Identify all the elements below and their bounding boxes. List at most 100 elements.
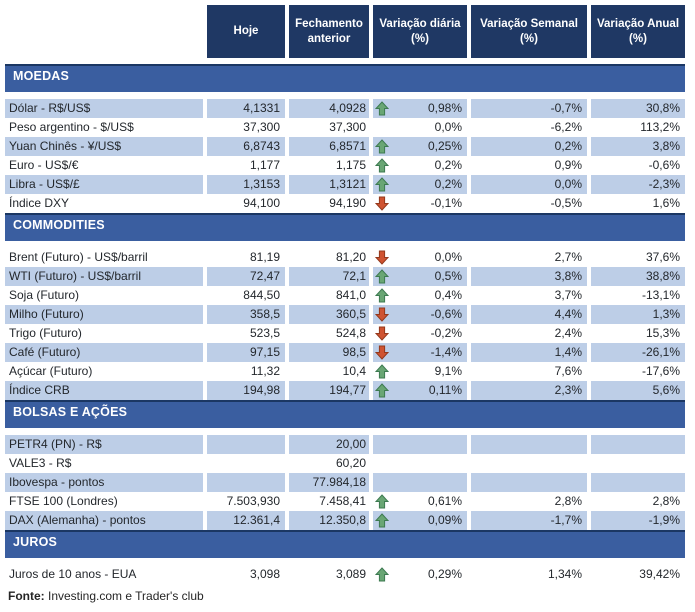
table-row: Peso argentino - $/US$ 37,300 37,300 0,0…	[5, 118, 685, 137]
cell-variacao-semanal: 0,2%	[471, 137, 587, 156]
down-arrow-icon	[375, 326, 389, 341]
section-header-moedas: MOEDAS	[5, 64, 685, 92]
cell-variacao-anual: -1,9%	[591, 511, 685, 530]
header-variacao-diaria: Variação diária (%)	[373, 5, 467, 58]
cell-variacao-semanal: 3,7%	[554, 288, 582, 302]
table-row: Índice CRB 194,98 194,77 0,11% 2,3% 5,6%	[5, 381, 685, 400]
table-body: MOEDAS Dólar - R$/US$ 4,1331 4,0928 0,98…	[5, 64, 695, 584]
cell-hoje: 6,8743	[207, 137, 285, 156]
cell-hoje: 844,50	[243, 288, 280, 302]
cell-variacao-diaria: 0,0%	[373, 248, 467, 267]
down-arrow-icon	[375, 196, 389, 211]
variacao-diaria-value: 0,98%	[427, 101, 462, 115]
header-variacao-semanal: Variação Semanal (%)	[471, 5, 587, 58]
variacao-diaria-value: -0,1%	[430, 196, 462, 210]
source-text: Investing.com e Trader's club	[44, 589, 204, 603]
cell-variacao-diaria: 0,2%	[373, 175, 467, 194]
cell-variacao-diaria: 0,25%	[373, 137, 467, 156]
cell-variacao-anual: -2,3%	[591, 175, 685, 194]
cell-variacao-semanal: 2,4%	[554, 326, 582, 340]
up-arrow-icon	[375, 101, 389, 116]
variacao-diaria-value: 9,1%	[434, 364, 462, 378]
cell-hoje: 37,300	[243, 120, 280, 134]
cell-fechamento-anterior: 6,8571	[289, 137, 369, 156]
cell-variacao-anual: -26,1%	[591, 343, 685, 362]
row-label: Café (Futuro)	[5, 343, 203, 362]
cell-hoje: 523,5	[249, 326, 280, 340]
cell-variacao-diaria	[373, 435, 467, 454]
cell-variacao-semanal: -0,5%	[550, 196, 582, 210]
table-row: VALE3 - R$ 60,20	[5, 454, 685, 473]
table-row: Índice DXY 94,100 94,190 -0,1% -0,5% 1,6…	[5, 194, 685, 213]
cell-variacao-semanal: -0,7%	[471, 99, 587, 118]
cell-variacao-anual: 30,8%	[591, 99, 685, 118]
header-spacer	[5, 5, 203, 58]
table-row: Café (Futuro) 97,15 98,5 -1,4% 1,4% -26,…	[5, 343, 685, 362]
variacao-diaria-value: -0,6%	[430, 307, 462, 321]
cell-fechamento-anterior: 194,77	[289, 381, 369, 400]
cell-hoje: 94,100	[243, 196, 280, 210]
cell-variacao-anual	[591, 473, 685, 492]
cell-variacao-semanal: 0,9%	[554, 158, 582, 172]
header-hoje: Hoje	[207, 5, 285, 58]
cell-hoje: 97,15	[207, 343, 285, 362]
cell-fechamento-anterior: 37,300	[329, 120, 366, 134]
cell-variacao-semanal: 2,7%	[554, 250, 582, 264]
cell-variacao-anual	[591, 454, 685, 473]
table-row: Libra - US$/£ 1,3153 1,3121 0,2% 0,0% -2…	[5, 175, 685, 194]
row-label: Juros de 10 anos - EUA	[9, 567, 137, 581]
table-row: DAX (Alemanha) - pontos 12.361,4 12.350,…	[5, 511, 685, 530]
up-arrow-icon	[375, 364, 389, 379]
cell-variacao-anual: 1,3%	[591, 305, 685, 324]
cell-fechamento-anterior: 1,3121	[289, 175, 369, 194]
cell-variacao-semanal	[471, 454, 587, 473]
table-row: Juros de 10 anos - EUA 3,098 3,089 0,29%…	[5, 565, 685, 584]
cell-fechamento-anterior: 10,4	[342, 364, 366, 378]
cell-hoje: 72,47	[207, 267, 285, 286]
row-label: Açúcar (Futuro)	[9, 364, 93, 378]
up-arrow-icon	[375, 177, 389, 192]
cell-fechamento-anterior: 60,20	[335, 456, 366, 470]
row-label: DAX (Alemanha) - pontos	[5, 511, 203, 530]
row-label: Libra - US$/£	[5, 175, 203, 194]
cell-variacao-anual: 37,6%	[645, 250, 680, 264]
variacao-diaria-value: 0,0%	[434, 120, 462, 134]
cell-variacao-semanal	[471, 473, 587, 492]
row-label: VALE3 - R$	[9, 456, 72, 470]
up-arrow-icon	[375, 269, 389, 284]
cell-fechamento-anterior: 72,1	[289, 267, 369, 286]
cell-variacao-anual: 2,8%	[652, 494, 680, 508]
cell-hoje: 3,098	[249, 567, 280, 581]
cell-variacao-semanal	[471, 435, 587, 454]
row-label: PETR4 (PN) - R$	[5, 435, 203, 454]
cell-hoje	[207, 435, 285, 454]
cell-fechamento-anterior: 12.350,8	[289, 511, 369, 530]
row-label: Peso argentino - $/US$	[9, 120, 134, 134]
cell-variacao-diaria: 0,0%	[373, 118, 467, 137]
header-variacao-anual: Variação Anual (%)	[591, 5, 685, 58]
cell-variacao-anual: -17,6%	[641, 364, 680, 378]
variacao-diaria-value: 0,11%	[428, 383, 462, 397]
row-label: Brent (Futuro) - US$/barril	[9, 250, 148, 264]
cell-variacao-semanal: -1,7%	[471, 511, 587, 530]
cell-fechamento-anterior: 524,8	[335, 326, 366, 340]
cell-variacao-diaria: 0,4%	[373, 286, 467, 305]
cell-variacao-diaria: -0,1%	[373, 194, 467, 213]
variacao-diaria-value: 0,25%	[427, 139, 462, 153]
row-label: Yuan Chinês - ¥/US$	[5, 137, 203, 156]
cell-variacao-diaria	[373, 473, 467, 492]
cell-variacao-semanal: 4,4%	[471, 305, 587, 324]
row-label: Trigo (Futuro)	[9, 326, 82, 340]
down-arrow-icon	[375, 307, 389, 322]
row-label: Ibovespa - pontos	[5, 473, 203, 492]
variacao-diaria-value: -0,2%	[430, 326, 462, 340]
table-row: Trigo (Futuro) 523,5 524,8 -0,2% 2,4% 15…	[5, 324, 685, 343]
cell-hoje: 194,98	[207, 381, 285, 400]
up-arrow-icon	[375, 288, 389, 303]
row-label: Milho (Futuro)	[5, 305, 203, 324]
row-label: WTI (Futuro) - US$/barril	[5, 267, 203, 286]
table-row: Dólar - R$/US$ 4,1331 4,0928 0,98% -0,7%…	[5, 99, 685, 118]
variacao-diaria-value: 0,2%	[434, 158, 462, 172]
variacao-diaria-value: 0,5%	[434, 269, 462, 283]
cell-variacao-diaria: -0,2%	[373, 324, 467, 343]
